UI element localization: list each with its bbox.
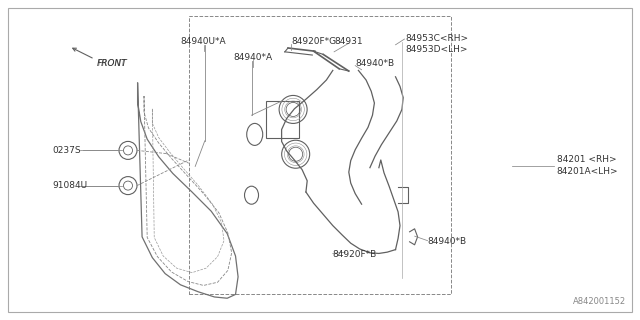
Text: 84920F*G: 84920F*G [291,37,337,46]
Bar [266,101,299,138]
Text: FRONT: FRONT [97,60,127,68]
Text: 84940*A: 84940*A [233,53,273,62]
Text: A842001152: A842001152 [573,297,626,306]
Text: 84920F*B: 84920F*B [333,250,377,259]
Text: 84201 <RH>: 84201 <RH> [557,156,616,164]
Text: 84201A<LH>: 84201A<LH> [557,167,618,176]
Text: 84940*B: 84940*B [355,60,394,68]
Text: 84940*B: 84940*B [428,237,467,246]
Text: 84940U*A: 84940U*A [180,37,227,46]
Text: 0237S: 0237S [52,146,81,155]
Text: 84953D<LH>: 84953D<LH> [405,45,468,54]
Text: 84953C<RH>: 84953C<RH> [405,34,468,43]
Bar [189,16,451,294]
Text: 84931: 84931 [335,37,363,46]
Text: 91084U: 91084U [52,181,88,190]
Text: FRONT: FRONT [98,60,126,68]
